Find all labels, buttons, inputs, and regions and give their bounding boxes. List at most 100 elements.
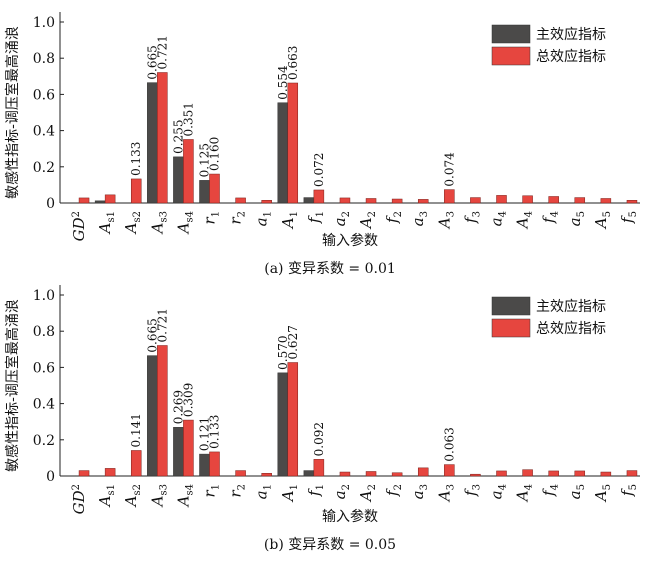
x-tick-label-base: f: [305, 215, 323, 224]
x-tick-label-base: r: [201, 217, 219, 225]
bar-main-effect: [303, 197, 315, 204]
x-tick-label-base: f: [461, 488, 479, 497]
data-label: 0.125: [198, 143, 212, 177]
x-tick-label: a1: [253, 484, 274, 499]
x-tick-label-base: a: [566, 217, 584, 226]
x-tick-label-base: A: [514, 217, 532, 230]
x-tick-label: A2: [357, 211, 378, 230]
x-tick-label-subscript: 4: [498, 211, 509, 217]
data-label: 0.160: [208, 137, 222, 171]
x-tick-label-subscript: 5: [602, 484, 613, 490]
x-tick-label: A3: [435, 484, 456, 503]
x-tick-label-base: A: [435, 490, 453, 503]
x-tick-label: r1: [201, 484, 222, 498]
bar-total-effect: [183, 139, 194, 204]
data-label: 0.269: [171, 390, 185, 424]
x-tick-label-base: A: [357, 490, 375, 503]
y-tick-label: 0.4: [33, 124, 55, 140]
x-tick-label: As1: [96, 484, 117, 508]
x-tick-label-base: A: [148, 222, 166, 235]
bar-main-effect: [94, 200, 106, 204]
bar-main-effect: [277, 102, 289, 204]
x-tick-label-subscript: 2: [367, 211, 378, 217]
x-tick-label-base: A: [122, 222, 140, 235]
x-tick-label-subscript: 4: [550, 484, 561, 490]
x-tick-label-base: a: [253, 217, 271, 226]
x-tick-label-subscript: 4: [524, 484, 535, 490]
x-tick-label: A3: [435, 211, 456, 230]
x-tick-label-base: A: [435, 217, 453, 230]
bar-total-effect: [496, 470, 507, 477]
x-tick-label: r2: [227, 484, 248, 498]
y-tick-label: 0: [46, 196, 55, 212]
bar-total-effect: [496, 195, 507, 204]
data-label: 0.255: [171, 119, 185, 153]
x-tick-label-subscript: s3: [158, 484, 169, 496]
x-tick-label: As4: [174, 211, 195, 235]
bar-total-effect: [548, 196, 559, 204]
bar-main-effect: [147, 82, 158, 204]
legend-swatch-main: [491, 296, 531, 316]
bar-total-effect: [313, 189, 325, 204]
x-tick-label-subscript: s1: [106, 211, 117, 223]
x-tick-label-subscript: 2: [341, 211, 352, 217]
x-tick-label-superscript: 2: [71, 484, 82, 490]
bar-total-effect: [130, 450, 142, 477]
x-tick-label-subscript: 3: [419, 211, 430, 217]
data-label: 0.121: [198, 417, 212, 451]
bar-total-effect: [313, 459, 325, 477]
legend-swatch-main: [491, 24, 531, 44]
x-tick-label-subscript: 3: [445, 484, 456, 490]
bar-main-effect: [303, 470, 315, 477]
x-tick-label-subscript: 1: [289, 211, 300, 217]
x-tick-label-base: f: [540, 488, 558, 497]
x-tick-label: f3: [461, 211, 482, 224]
data-label: 0.309: [181, 383, 195, 417]
x-tick-label: f3: [461, 484, 482, 497]
y-tick-label: 0.6: [33, 360, 55, 376]
bar-total-effect: [78, 470, 90, 477]
bar-total-effect: [444, 189, 455, 204]
x-tick-label: A1: [279, 484, 300, 503]
x-tick-label: a5: [566, 211, 587, 226]
bar-total-effect: [261, 200, 272, 204]
bar-total-effect: [78, 197, 90, 204]
x-tick-label-subscript: 1: [263, 211, 274, 217]
x-tick-label: r1: [201, 211, 222, 225]
x-tick-label-base: f: [618, 215, 636, 224]
x-tick-label: f2: [383, 484, 404, 497]
x-tick-label-subscript: 3: [471, 211, 482, 217]
x-tick-label-base: A: [592, 490, 610, 503]
bar-total-effect: [104, 194, 116, 204]
x-tick-label-subscript: 3: [445, 211, 456, 217]
y-tick-label: 0.6: [33, 87, 55, 103]
x-tick-label-subscript: 2: [237, 211, 248, 217]
bar-total-effect: [130, 178, 142, 204]
data-label: 0.074: [442, 152, 456, 187]
x-tick-label-base: r: [227, 490, 245, 498]
x-tick-label: A1: [279, 211, 300, 230]
panel-caption: (b) 变异系数 = 0.05: [264, 537, 396, 553]
x-tick-label: a2: [331, 484, 352, 499]
bar-total-effect: [470, 197, 481, 204]
x-tick-label-base: a: [488, 217, 506, 226]
data-label: 0.092: [312, 422, 326, 456]
bar-total-effect: [626, 470, 638, 477]
legend-swatch-total: [491, 46, 531, 66]
x-tick-label-subscript: 2: [393, 484, 404, 490]
x-tick-label: r2: [227, 211, 248, 225]
chart-panel-b: 00.20.40.60.81.0敏感性指标-调压室最高涌浪GD2As1As2As…: [4, 285, 640, 553]
x-tick-label-subscript: 3: [419, 484, 430, 490]
bar-total-effect: [365, 198, 377, 204]
x-tick-label: a4: [488, 211, 509, 226]
bar-total-effect: [287, 362, 299, 477]
x-axis-title: 输入参数: [322, 232, 378, 249]
x-tick-label: As3: [148, 211, 169, 235]
legend-label: 主效应指标: [536, 298, 606, 315]
y-tick-label: 0: [46, 469, 55, 485]
x-tick-label: a4: [488, 484, 509, 499]
data-label: 0.627: [286, 325, 300, 359]
x-tick-label: As2: [122, 484, 143, 508]
